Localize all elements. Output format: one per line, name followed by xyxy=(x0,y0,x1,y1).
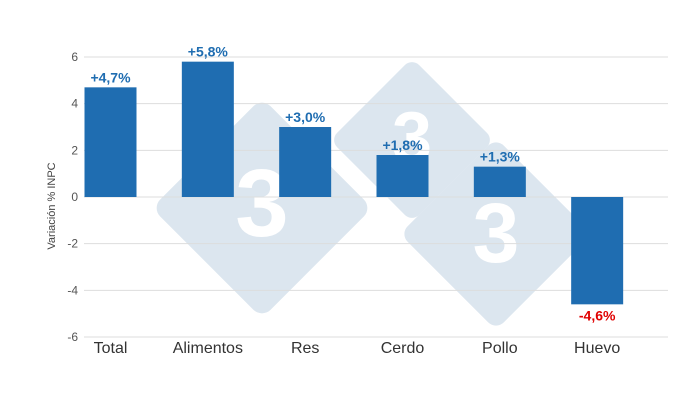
x-category-label: Huevo xyxy=(574,340,620,357)
bar-pollo xyxy=(473,166,526,197)
data-label: +5,8% xyxy=(188,44,229,60)
y-tick-label: -6 xyxy=(67,330,78,344)
y-tick-label: 4 xyxy=(71,97,78,111)
data-label: +1,3% xyxy=(480,149,521,165)
y-tick-label: -2 xyxy=(67,237,78,251)
bars xyxy=(84,61,624,305)
x-category-label: Alimentos xyxy=(173,340,243,357)
data-labels: +4,7% +5,8% +3,0% +1,8% +1,3% -4,6% xyxy=(90,44,616,324)
x-category-label: Total xyxy=(94,340,128,357)
y-tick-label: 2 xyxy=(71,143,78,157)
bar-total xyxy=(84,87,137,197)
y-axis-title: Variación % INPC xyxy=(46,162,58,249)
data-label: +3,0% xyxy=(285,109,326,125)
x-category-label: Cerdo xyxy=(381,340,425,357)
data-label: +1,8% xyxy=(382,137,423,153)
y-tick-label: -4 xyxy=(67,283,78,297)
data-label: -4,6% xyxy=(579,307,616,323)
bar-res xyxy=(279,127,332,197)
y-tick-label: 0 xyxy=(71,190,78,204)
bar-cerdo xyxy=(376,155,429,197)
y-axis-ticks: -6 -4 -2 0 2 4 6 xyxy=(67,50,78,344)
bar-huevo xyxy=(571,197,624,305)
x-category-label: Pollo xyxy=(482,340,518,357)
y-tick-label: 6 xyxy=(71,50,78,64)
svg-text:3: 3 xyxy=(473,186,520,280)
data-label: +4,7% xyxy=(90,69,131,85)
bar-alimentos xyxy=(181,61,234,197)
gridlines xyxy=(84,56,668,338)
x-axis-categories: Total Alimentos Res Cerdo Pollo Huevo xyxy=(94,340,621,357)
x-category-label: Res xyxy=(291,340,319,357)
